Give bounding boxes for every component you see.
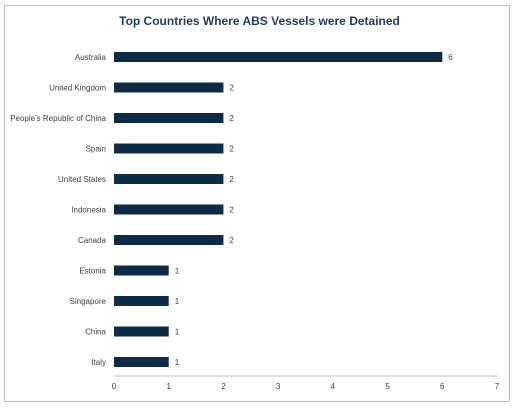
data-label: 1 (175, 328, 180, 337)
data-label: 2 (229, 175, 234, 184)
bar (114, 326, 169, 337)
data-label: 2 (229, 84, 234, 93)
x-tick-label: 4 (331, 382, 336, 391)
bar (114, 82, 224, 93)
data-labels-group: 6 2 2 2 2 2 2 1 1 1 1 (175, 53, 454, 367)
category-label: Estonia (79, 267, 106, 276)
category-label: Italy (91, 358, 106, 367)
x-tick-label: 6 (440, 382, 445, 391)
chart-title: Top Countries Where ABS Vessels were Det… (119, 14, 400, 28)
category-label: Spain (86, 145, 106, 154)
x-tick-label: 7 (495, 382, 500, 391)
bar (114, 265, 169, 276)
x-tick-label: 3 (276, 382, 281, 391)
category-label: Indonesia (71, 206, 106, 215)
x-tick-labels-group: 0 1 2 3 4 5 6 7 (112, 382, 500, 391)
data-label: 2 (229, 145, 234, 154)
x-tick-label: 5 (385, 382, 390, 391)
category-label: China (85, 328, 106, 337)
category-label: Australia (75, 53, 107, 62)
bar (114, 143, 224, 154)
bar (114, 113, 224, 123)
x-tick-label: 2 (221, 382, 226, 391)
data-label: 1 (175, 267, 180, 276)
data-label: 1 (175, 297, 180, 306)
category-label: People's Republic of China (10, 114, 106, 123)
x-tick-label: 1 (166, 382, 171, 391)
category-labels-group: Australia United Kingdom People's Republic… (10, 53, 106, 367)
data-label: 1 (175, 358, 180, 367)
data-label: 2 (229, 114, 234, 123)
category-label: Singapore (70, 297, 107, 306)
bar (114, 235, 224, 245)
bar (114, 204, 224, 215)
data-label: 2 (229, 236, 234, 245)
data-label: 2 (229, 206, 234, 215)
x-tick-label: 0 (112, 382, 117, 391)
bar (114, 296, 169, 306)
category-label: Canada (78, 236, 107, 245)
chart-frame (4, 5, 510, 402)
data-label: 6 (448, 53, 453, 62)
bar (114, 174, 224, 184)
bar (114, 357, 169, 367)
category-label: United States (58, 175, 106, 184)
category-label: United Kingdom (49, 84, 106, 93)
bars-group (114, 52, 443, 367)
bar (114, 52, 443, 62)
